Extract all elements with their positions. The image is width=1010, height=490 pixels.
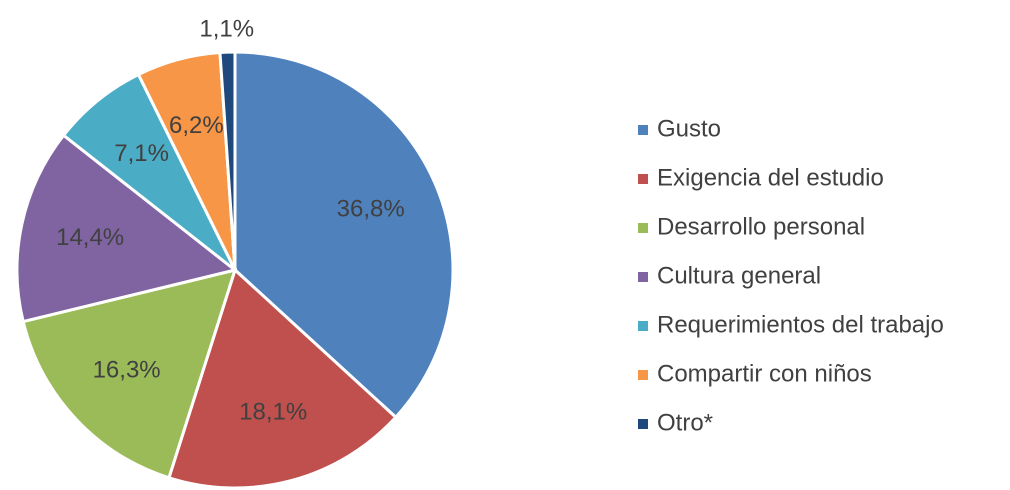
legend-swatch [638, 272, 648, 282]
legend-label: Compartir con niños [657, 360, 872, 387]
data-label: 6,2% [169, 112, 224, 139]
legend-label: Gusto [657, 115, 721, 142]
data-label: 36,8% [337, 196, 405, 223]
legend-swatch [638, 223, 648, 233]
legend-label: Requerimientos del trabajo [657, 311, 944, 338]
legend-swatch [638, 125, 648, 135]
pie-slice [21, 267, 238, 480]
data-label: 14,4% [56, 224, 124, 251]
pie-slice [167, 267, 398, 490]
legend-label: Exigencia del estudio [657, 164, 884, 191]
pie-slice [15, 133, 239, 324]
legend-label: Desarrollo personal [657, 213, 865, 240]
data-label: 16,3% [93, 356, 161, 383]
legend-swatch [638, 419, 648, 429]
legend-swatch [638, 321, 648, 331]
data-label: 18,1% [239, 399, 307, 426]
legend-label: Otro* [657, 409, 713, 436]
pie-slice [218, 50, 237, 271]
data-label: 1,1% [199, 16, 254, 43]
pie-slice [233, 50, 455, 420]
legend-label: Cultura general [657, 262, 821, 289]
legend-swatch [638, 370, 648, 380]
legend-swatch [638, 174, 648, 184]
data-label: 7,1% [114, 140, 169, 167]
